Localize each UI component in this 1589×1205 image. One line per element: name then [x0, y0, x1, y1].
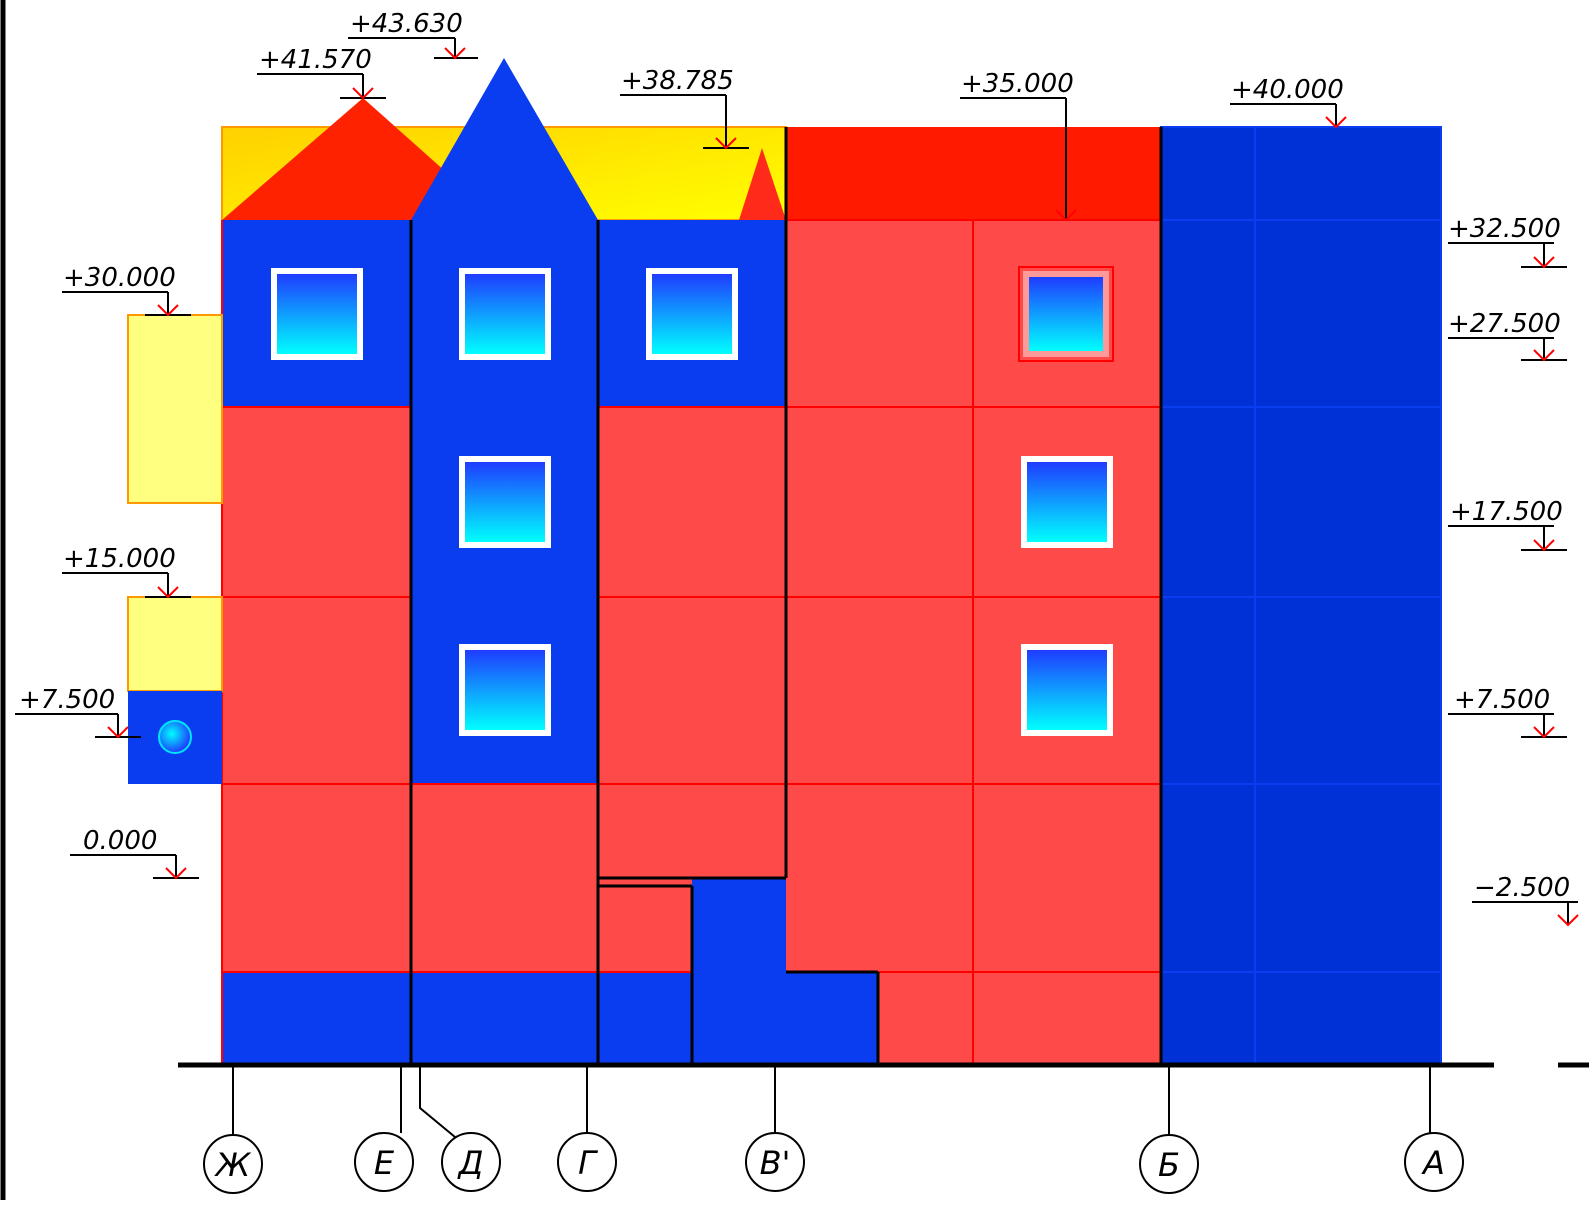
elevation-7500-right: +7.500: [1454, 685, 1550, 715]
axis-b: Б: [1139, 1134, 1199, 1194]
window: [271, 268, 363, 360]
axis-e: Е: [354, 1132, 414, 1192]
elevation-17500: +17.500: [1450, 497, 1563, 527]
roof-gable-left: [222, 98, 455, 220]
window: [459, 268, 551, 360]
axis-v: В': [745, 1132, 805, 1192]
axis-label-a: А: [1421, 1144, 1445, 1182]
entrance-red-block: [598, 878, 692, 972]
elevation-43630: +43.630: [350, 9, 463, 39]
annex-yellow-lower: [127, 596, 223, 692]
red-grid: [221, 219, 1161, 1065]
window: [1021, 456, 1113, 548]
axis-leaders: [232, 1065, 1431, 1138]
roof-tower-blue: [411, 58, 598, 220]
elevation-40000: +40.000: [1231, 75, 1344, 105]
axis-label-d: Д: [457, 1144, 484, 1182]
window: [646, 268, 738, 360]
elevation-35000: +35.000: [961, 69, 1074, 99]
axis-zh: Ж: [203, 1134, 263, 1194]
axis-label-g: Г: [578, 1144, 598, 1182]
axis-label-zh: Ж: [214, 1146, 252, 1184]
axis-label-v: В': [760, 1144, 791, 1182]
window: [459, 456, 551, 548]
elevation-markers: [107, 47, 1579, 927]
blue-plinth: [222, 972, 878, 1065]
window: [1021, 644, 1113, 736]
axis-label-e: Е: [374, 1144, 395, 1182]
windows: [271, 266, 1114, 736]
attic-band-red: [786, 127, 1161, 220]
elevation-27500: +27.500: [1448, 309, 1561, 339]
elevation-38785: +38.785: [621, 66, 734, 96]
elevation-leaders: [15, 37, 1578, 925]
elevation-32500: +32.500: [1448, 214, 1561, 244]
annex-yellow-upper: [127, 314, 223, 504]
blue-grid: [691, 127, 1441, 1065]
elevation-30000: +30.000: [63, 263, 176, 293]
axis-g: Г: [557, 1132, 617, 1192]
elevation-7500-left: +7.500: [19, 685, 115, 715]
elevation-41570: +41.570: [259, 45, 372, 75]
porthole-window: [158, 720, 192, 754]
elevation-minus-2500: −2.500: [1474, 873, 1570, 903]
roof-spire-small: [739, 148, 786, 220]
axis-bubbles: Ж Е Д Г В' Б А: [203, 1132, 1464, 1194]
window: [459, 644, 551, 736]
axis-label-b: Б: [1158, 1146, 1180, 1184]
black-section-lines: [409, 127, 1163, 1065]
entrance-blue-block: [692, 878, 786, 972]
window: [1018, 266, 1114, 362]
elevation-15000: +15.000: [63, 544, 176, 574]
axis-d: Д: [441, 1132, 501, 1192]
axis-a: А: [1404, 1132, 1464, 1192]
elevation-0000: 0.000: [83, 826, 157, 856]
elevation-labels: +43.630 +41.570 +38.785 +35.000 +40.000 …: [19, 9, 1570, 903]
